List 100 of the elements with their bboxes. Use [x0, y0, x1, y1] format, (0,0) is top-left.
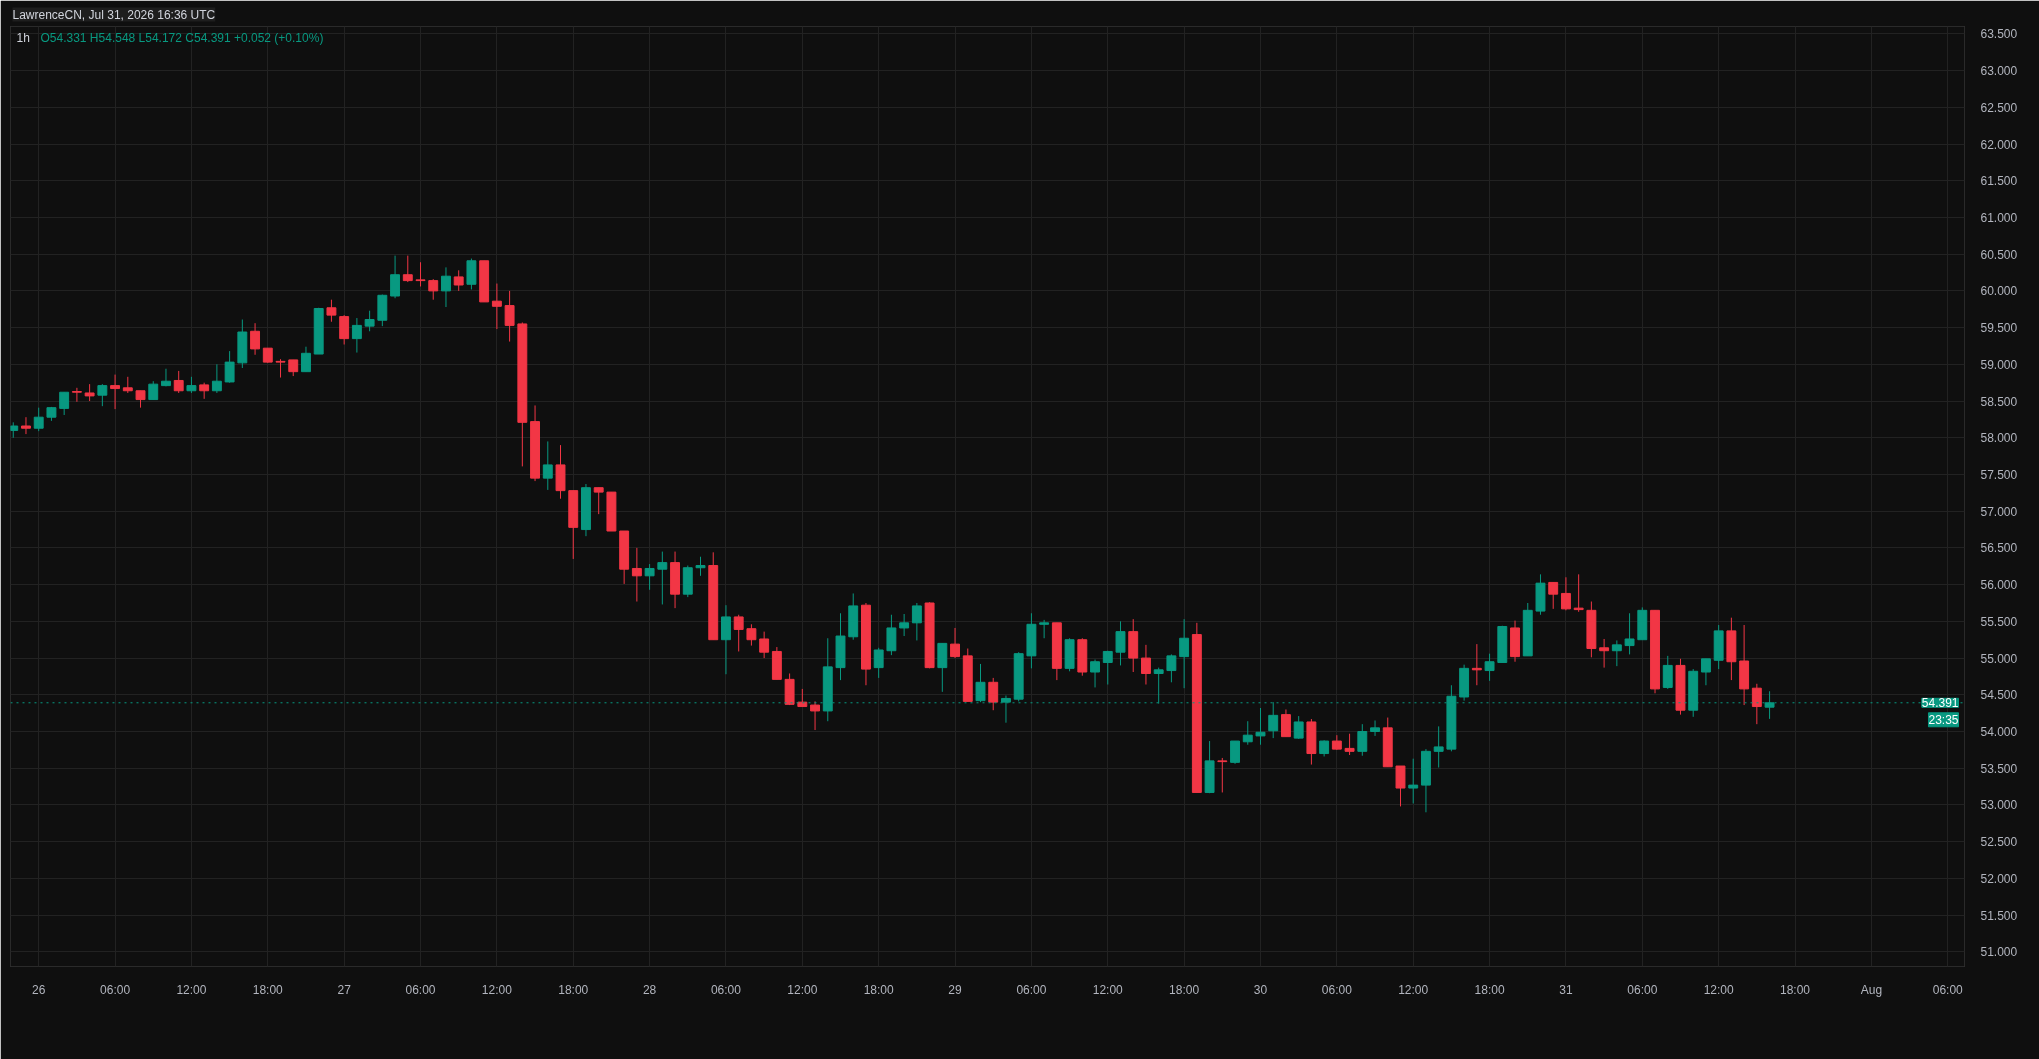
- y-tick-label: 63.500: [1980, 27, 2018, 42]
- candlestick: [810, 700, 821, 731]
- candlestick: [364, 310, 375, 332]
- candlestick: [173, 370, 184, 394]
- x-tick-label: 12:00: [176, 982, 207, 997]
- candlestick: [402, 255, 413, 283]
- candlestick: [110, 374, 121, 410]
- candlestick: [631, 547, 642, 603]
- y-tick-label: 52.000: [1980, 871, 2018, 886]
- y-tick-label: 56.500: [1980, 541, 2018, 556]
- candlestick: [695, 556, 706, 577]
- candlestick: [71, 387, 82, 403]
- candlestick: [1624, 612, 1635, 655]
- candlestick: [1408, 758, 1419, 804]
- annotation: O54.331 H54.548 L54.172 C54.391 +0.052 (+0.10%): [40, 30, 324, 45]
- y-tick-label: 51.000: [1980, 945, 2018, 960]
- candlestick: [491, 283, 502, 330]
- x-tick-label: Aug: [1860, 982, 1883, 997]
- candlestick: [1179, 618, 1190, 689]
- y-tick-label: 55.000: [1980, 651, 2018, 666]
- annotation: 23:35: [1928, 712, 1959, 727]
- x-tick-label: 18:00: [863, 982, 895, 997]
- y-tick-label: 60.500: [1980, 247, 2018, 262]
- x-tick-label: 18:00: [1780, 982, 1811, 997]
- candlestick: [504, 290, 515, 343]
- candlestick: [161, 368, 171, 387]
- candlestick: [224, 350, 235, 384]
- y-tick-label: 58.500: [1980, 394, 2018, 409]
- y-tick-label: 62.500: [1980, 100, 2018, 115]
- candlestick: [1242, 720, 1253, 746]
- candlestick: [390, 255, 401, 299]
- candlestick: [988, 677, 999, 711]
- candlestick: [1255, 707, 1266, 746]
- x-tick-label: 12:00: [787, 982, 818, 997]
- y-tick-label: 59.500: [1980, 321, 2018, 336]
- candlestick: [351, 317, 362, 354]
- x-tick-label: 30: [1253, 982, 1268, 997]
- candlestick: [733, 614, 744, 652]
- candlestick: [746, 623, 757, 647]
- ref-line-label: 54.391: [1921, 696, 1959, 711]
- x-tick-label: 18:00: [1169, 982, 1200, 997]
- candlestick: [657, 551, 668, 605]
- y-tick-label: 57.500: [1980, 467, 2018, 482]
- candlestick: [1039, 619, 1050, 639]
- candlestick: [593, 487, 604, 515]
- candlestick: [1090, 659, 1100, 688]
- candlestick: [148, 380, 159, 401]
- candlestick: [301, 346, 311, 373]
- chart-title: 1h: [16, 30, 30, 45]
- y-tick-label: 59.000: [1980, 357, 2018, 372]
- candlestick: [1599, 638, 1610, 669]
- y-tick-label: 52.500: [1980, 835, 2018, 850]
- candlestick: [1700, 658, 1711, 686]
- x-tick-label: 06:00: [710, 982, 742, 997]
- candlestick: [1484, 653, 1495, 682]
- y-tick-label: 54.000: [1980, 725, 2018, 739]
- candlestick: [1548, 581, 1559, 610]
- candlestick: [415, 261, 426, 287]
- candlestick: [873, 647, 884, 679]
- candlestick: [453, 269, 464, 292]
- x-tick-label: 26: [32, 982, 46, 997]
- y-tick-label: 61.000: [1980, 210, 2018, 225]
- candlestick: [275, 358, 286, 379]
- candlestick: [1217, 757, 1228, 793]
- candlestick: [1751, 683, 1762, 725]
- candlestick: [1573, 573, 1584, 613]
- y-tick-label: 63.000: [1980, 64, 2018, 79]
- candlestick: [542, 440, 553, 491]
- x-tick-label: 06:00: [1627, 982, 1658, 997]
- x-tick-label: 06:00: [100, 982, 131, 997]
- x-tick-label: 31: [1559, 982, 1573, 997]
- x-tick-label: 06:00: [1932, 982, 1964, 997]
- x-tick-label: 12:00: [1703, 982, 1734, 997]
- y-tick-label: 58.000: [1980, 431, 2018, 446]
- y-tick-label: 51.500: [1980, 908, 2018, 923]
- candlestick: [1115, 620, 1126, 666]
- candlestick: [441, 266, 451, 308]
- y-tick-label: 60.000: [1980, 284, 2018, 299]
- text: LawrenceCN, Jul 31, 2026 16:36 UTC: [12, 7, 216, 22]
- candlestick: [950, 627, 960, 659]
- x-tick-label: 06:00: [1016, 982, 1047, 997]
- candlestick: [759, 631, 770, 659]
- x-tick-label: 06:00: [1321, 982, 1353, 997]
- candlestick: [326, 299, 337, 323]
- candlestick: [21, 416, 31, 435]
- candlestick: [1357, 723, 1368, 757]
- x-tick-label: 29: [948, 982, 963, 997]
- candlestick: [466, 258, 477, 290]
- candlestick: [886, 614, 897, 656]
- x-tick-label: 12:00: [481, 982, 513, 997]
- candlestick: [1102, 650, 1113, 685]
- y-tick-label: 61.500: [1980, 174, 2018, 189]
- x-tick-label: 27: [337, 982, 352, 997]
- candlestick: [97, 383, 108, 407]
- y-tick-label: 62.000: [1980, 137, 2018, 152]
- x-tick-label: 28: [642, 982, 657, 997]
- candlestick: [1166, 653, 1177, 683]
- candlestick: [1230, 740, 1240, 765]
- candlestick: [721, 604, 731, 675]
- x-tick-label: 12:00: [1092, 982, 1124, 997]
